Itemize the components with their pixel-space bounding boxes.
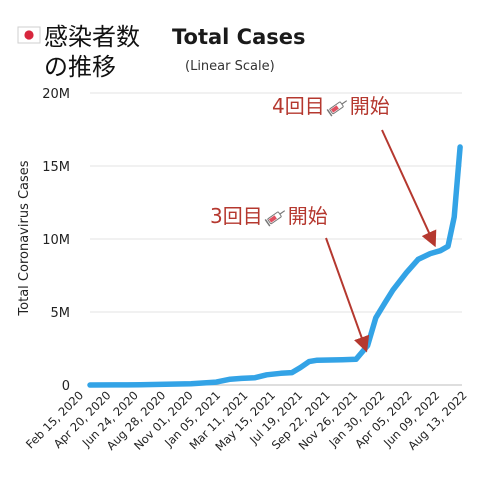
y-tick-label: 5M <box>51 306 71 321</box>
series <box>87 144 463 388</box>
annotation-arrow <box>325 237 370 353</box>
y-tick-label: 20M <box>42 87 70 102</box>
annotation-arrow <box>381 129 437 248</box>
chart-title: Total Cases <box>172 25 306 49</box>
y-tick-label: 10M <box>42 233 70 248</box>
chart-subtitle: (Linear Scale) <box>185 59 275 74</box>
jp-title-line2: の推移 <box>44 53 116 81</box>
y-axis-label: Total Coronavirus Cases <box>17 160 32 316</box>
y-tick-label: 15M <box>42 160 70 175</box>
y-ticks: 0 5M 10M 15M 20M <box>42 87 70 394</box>
jp-title-line1: 感染者数 <box>44 23 140 51</box>
syringe-icon <box>264 210 286 227</box>
syringe-icon <box>326 100 348 117</box>
annotation-suffix: 開始 <box>350 94 390 118</box>
grid <box>90 92 462 386</box>
annotation-suffix: 開始 <box>288 204 328 228</box>
annotation-label: 4回目 <box>272 94 325 118</box>
annotation-label: 3回目 <box>210 204 263 228</box>
japan-flag-icon <box>17 26 41 44</box>
series-line <box>87 144 463 388</box>
y-tick-label: 0 <box>62 379 70 394</box>
